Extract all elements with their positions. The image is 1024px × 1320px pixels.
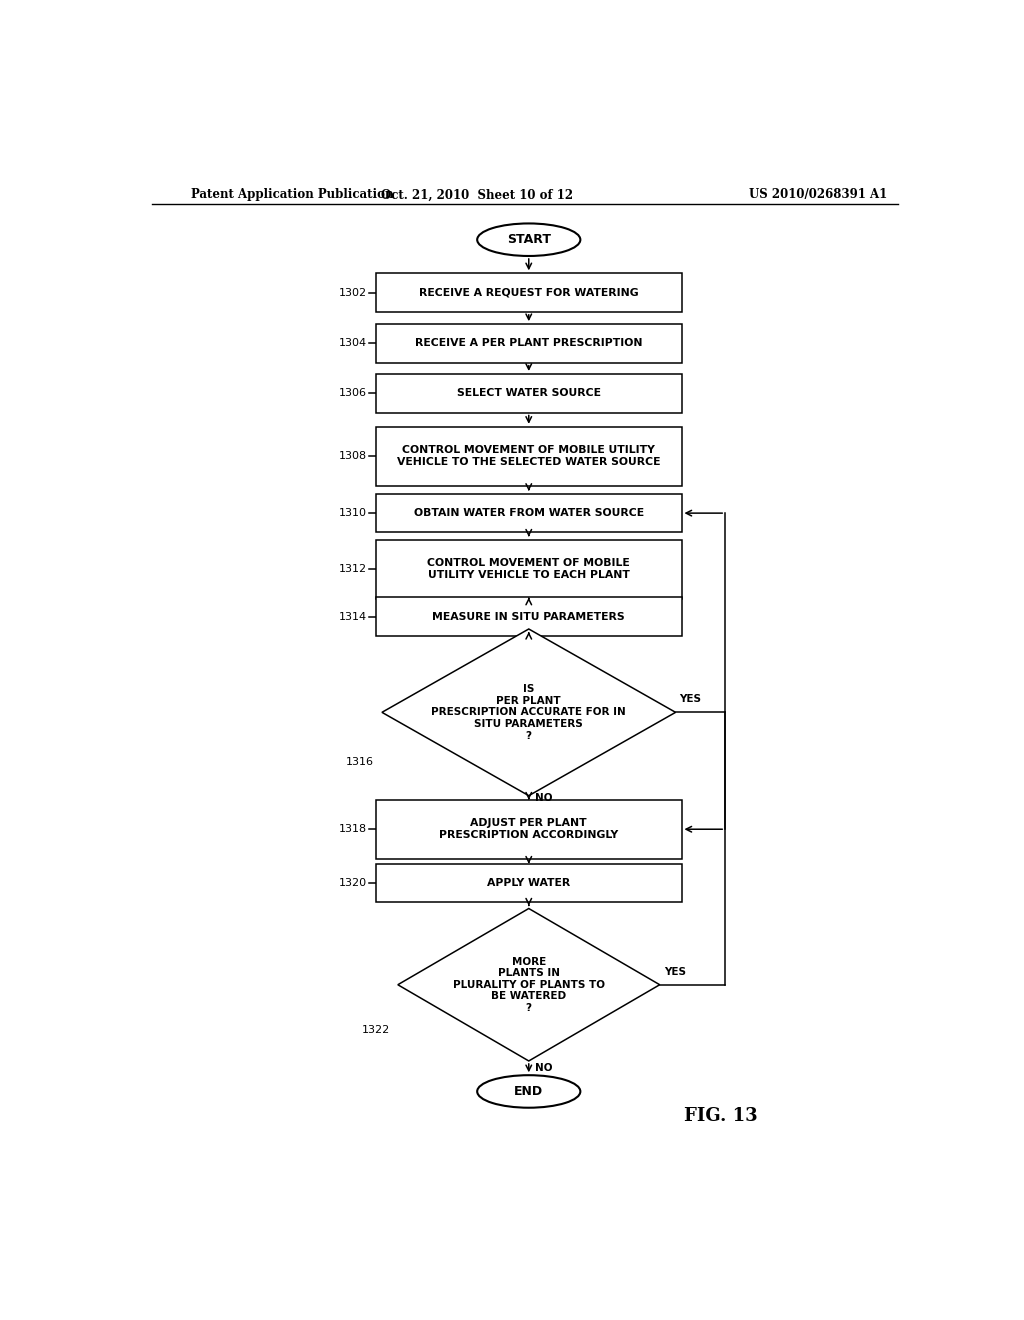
FancyBboxPatch shape [376,273,682,312]
Text: US 2010/0268391 A1: US 2010/0268391 A1 [750,189,888,202]
Polygon shape [382,630,676,796]
Text: MORE
PLANTS IN
PLURALITY OF PLANTS TO
BE WATERED
?: MORE PLANTS IN PLURALITY OF PLANTS TO BE… [453,957,605,1012]
Polygon shape [397,908,659,1061]
Text: CONTROL MOVEMENT OF MOBILE
UTILITY VEHICLE TO EACH PLANT: CONTROL MOVEMENT OF MOBILE UTILITY VEHIC… [427,558,630,579]
Text: 1310: 1310 [339,508,367,519]
Text: 1318: 1318 [338,824,367,834]
FancyBboxPatch shape [376,863,682,903]
Text: 1308: 1308 [338,451,367,461]
Text: 1312: 1312 [338,564,367,574]
FancyBboxPatch shape [376,540,682,598]
Text: 1314: 1314 [338,611,367,622]
Text: 1306: 1306 [339,388,367,399]
Text: IS
PER PLANT
PRESCRIPTION ACCURATE FOR IN
SITU PARAMETERS
?: IS PER PLANT PRESCRIPTION ACCURATE FOR I… [431,684,626,741]
Text: OBTAIN WATER FROM WATER SOURCE: OBTAIN WATER FROM WATER SOURCE [414,508,644,519]
Ellipse shape [477,1076,581,1107]
Text: START: START [507,234,551,247]
Text: RECEIVE A REQUEST FOR WATERING: RECEIVE A REQUEST FOR WATERING [419,288,639,297]
Text: 1320: 1320 [338,878,367,888]
Text: Oct. 21, 2010  Sheet 10 of 12: Oct. 21, 2010 Sheet 10 of 12 [381,189,573,202]
Text: 1302: 1302 [338,288,367,297]
FancyBboxPatch shape [376,494,682,532]
Text: END: END [514,1085,544,1098]
Text: APPLY WATER: APPLY WATER [487,878,570,888]
Text: RECEIVE A PER PLANT PRESCRIPTION: RECEIVE A PER PLANT PRESCRIPTION [415,338,642,348]
Text: MEASURE IN SITU PARAMETERS: MEASURE IN SITU PARAMETERS [432,611,625,622]
FancyBboxPatch shape [376,598,682,636]
Text: FIG. 13: FIG. 13 [684,1107,757,1125]
Text: NO: NO [536,1063,553,1073]
Text: YES: YES [680,694,701,704]
Text: CONTROL MOVEMENT OF MOBILE UTILITY
VEHICLE TO THE SELECTED WATER SOURCE: CONTROL MOVEMENT OF MOBILE UTILITY VEHIC… [397,445,660,467]
Text: Patent Application Publication: Patent Application Publication [191,189,394,202]
Text: NO: NO [536,793,553,803]
FancyBboxPatch shape [376,325,682,363]
Text: YES: YES [664,966,686,977]
Ellipse shape [477,223,581,256]
FancyBboxPatch shape [376,426,682,486]
Text: 1304: 1304 [338,338,367,348]
Text: SELECT WATER SOURCE: SELECT WATER SOURCE [457,388,601,399]
Text: 1316: 1316 [346,758,374,767]
FancyBboxPatch shape [376,374,682,412]
Text: 1322: 1322 [361,1026,390,1035]
FancyBboxPatch shape [376,800,682,859]
Text: ADJUST PER PLANT
PRESCRIPTION ACCORDINGLY: ADJUST PER PLANT PRESCRIPTION ACCORDINGL… [439,818,618,840]
